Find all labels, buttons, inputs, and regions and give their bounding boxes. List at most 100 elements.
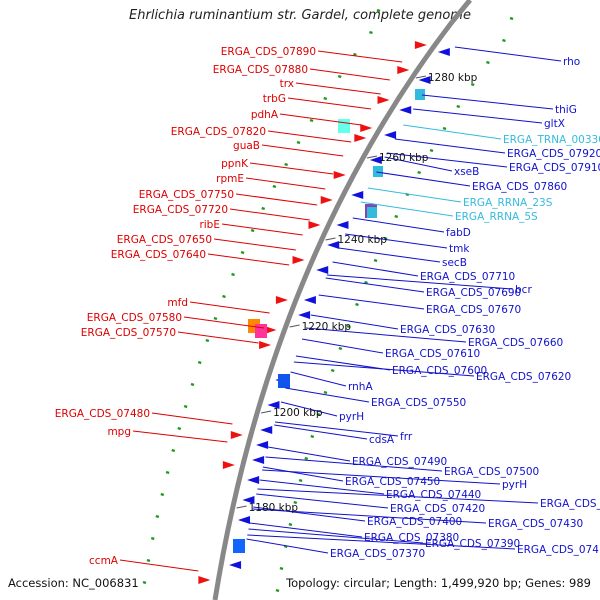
track-tick bbox=[293, 500, 298, 505]
track-tick bbox=[417, 170, 422, 175]
right-gene-label: xseB bbox=[454, 166, 479, 178]
track-tick bbox=[213, 316, 218, 321]
track-tick bbox=[310, 434, 315, 439]
forward-gene-arrow bbox=[320, 196, 333, 204]
right-gene-label: ERGA_CDS_07440 bbox=[386, 489, 481, 501]
left-gene-label: ERGA_CDS_07570 bbox=[81, 327, 176, 339]
label-leader bbox=[256, 493, 389, 509]
track-tick bbox=[376, 8, 381, 13]
label-leader bbox=[229, 208, 310, 221]
track-tick bbox=[197, 360, 202, 365]
label-leader bbox=[275, 421, 399, 437]
ruler-label: 1180 kbp bbox=[249, 502, 299, 514]
track-tick bbox=[369, 30, 373, 35]
forward-gene-arrow bbox=[308, 221, 321, 229]
label-leader bbox=[421, 94, 554, 110]
label-leader bbox=[376, 171, 471, 187]
right-gene-label: ERGA_CDS_07380 bbox=[364, 532, 459, 544]
label-leader bbox=[309, 68, 390, 81]
left-gene-label: rpmE bbox=[216, 173, 244, 185]
reverse-gene-arrow bbox=[336, 221, 349, 229]
reverse-gene-arrow bbox=[238, 516, 251, 524]
right-gene-label: tmk bbox=[449, 243, 470, 255]
reverse-gene-arrow bbox=[229, 561, 242, 569]
track-tick bbox=[177, 426, 182, 431]
track-tick bbox=[261, 206, 266, 211]
label-leader bbox=[132, 430, 228, 443]
label-leader bbox=[332, 261, 419, 277]
label-leader bbox=[338, 247, 441, 263]
track-tick bbox=[284, 162, 289, 167]
right-gene-label: rnhA bbox=[348, 381, 373, 393]
label-leader bbox=[293, 361, 475, 377]
label-leader bbox=[261, 144, 344, 157]
track-tick bbox=[146, 558, 151, 563]
label-leader bbox=[326, 274, 514, 290]
label-leader bbox=[305, 327, 467, 343]
right-gene-label: ERGA_CDS_07490 bbox=[352, 456, 447, 468]
label-leader bbox=[259, 479, 385, 495]
reverse-gene-arrow bbox=[399, 106, 412, 114]
right-gene-label: ERGA_CDS_07410 bbox=[517, 544, 600, 556]
right-gene-label: gltX bbox=[544, 118, 565, 130]
track-tick bbox=[142, 580, 147, 585]
label-leader bbox=[119, 559, 199, 572]
left-gene-label: trx bbox=[280, 78, 294, 90]
label-leader bbox=[213, 238, 296, 251]
label-leader bbox=[295, 82, 381, 95]
forward-gene-arrow bbox=[414, 41, 427, 49]
ruler-tick bbox=[366, 155, 378, 159]
track-tick bbox=[373, 258, 378, 263]
track-tick bbox=[190, 382, 195, 387]
label-leader bbox=[454, 46, 562, 62]
track-tick bbox=[165, 470, 170, 475]
label-leader bbox=[394, 138, 506, 154]
track-tick bbox=[155, 514, 160, 519]
reverse-gene-arrow bbox=[298, 311, 311, 319]
track-tick bbox=[442, 126, 447, 131]
forward-gene-arrow bbox=[360, 124, 373, 132]
forward-gene-arrow bbox=[264, 326, 277, 334]
forward-gene-arrow bbox=[377, 96, 390, 104]
track-tick bbox=[150, 536, 155, 541]
ruler-label: 1280 kbp bbox=[428, 72, 478, 84]
label-leader bbox=[345, 233, 448, 249]
left-gene-label: ERGA_CDS_07480 bbox=[55, 408, 150, 420]
rna-block bbox=[415, 89, 425, 100]
label-leader bbox=[248, 528, 424, 544]
label-leader bbox=[265, 456, 443, 472]
track-tick bbox=[250, 228, 255, 233]
track-tick bbox=[316, 412, 321, 417]
label-leader bbox=[262, 466, 344, 482]
right-gene-label: ERGA_CDS_07860 bbox=[472, 181, 567, 193]
left-gene-label: trbG bbox=[263, 93, 286, 105]
track-tick bbox=[364, 280, 368, 285]
genome-backbone bbox=[212, 20, 454, 600]
right-gene-label: pyrH bbox=[339, 411, 364, 423]
right-gene-label: ERGA_CDS_07610 bbox=[385, 348, 480, 360]
track-tick bbox=[240, 250, 245, 255]
track-tick bbox=[275, 588, 280, 593]
right-gene-label: ERGA_CDS_07470 bbox=[540, 498, 600, 510]
track-tick bbox=[429, 148, 434, 153]
track-tick bbox=[296, 140, 301, 145]
right-gene-label: ERGA_CDS_07670 bbox=[426, 304, 521, 316]
right-gene-label: ERGA_CDS_07430 bbox=[488, 518, 583, 530]
label-leader bbox=[280, 401, 338, 417]
label-leader bbox=[367, 187, 462, 203]
reverse-gene-arrow bbox=[437, 48, 450, 56]
right-gene-label: cdsA bbox=[369, 434, 395, 446]
label-leader bbox=[384, 156, 453, 172]
left-gene-label: ERGA_CDS_07640 bbox=[111, 249, 206, 261]
label-leader bbox=[257, 488, 539, 504]
label-leader bbox=[246, 538, 329, 554]
track-tick bbox=[222, 294, 226, 299]
right-gene-label: fabD bbox=[446, 227, 471, 239]
label-leader bbox=[360, 201, 454, 217]
track-tick bbox=[456, 104, 461, 109]
label-leader bbox=[151, 412, 233, 425]
left-gene-label: mfd bbox=[167, 297, 188, 309]
track-tick bbox=[323, 96, 328, 101]
right-gene-label: rho bbox=[563, 56, 580, 68]
track-tick bbox=[470, 82, 475, 87]
